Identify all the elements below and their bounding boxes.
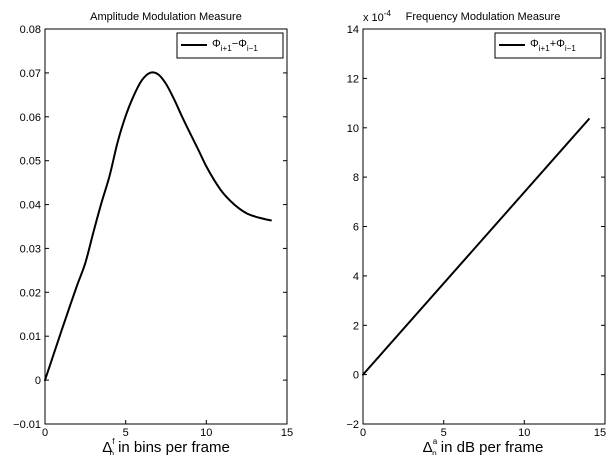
y-tick-label: 8	[353, 172, 359, 184]
y-tick-label: 0.01	[20, 331, 41, 343]
x-axis: 0 5 10 15	[42, 420, 293, 439]
plot-frame	[362, 28, 606, 425]
x-tick-label: 0	[360, 427, 366, 439]
x-tick-label: 10	[518, 427, 530, 439]
axis-multiplier: x 10-4	[363, 9, 391, 24]
x-axis-label: Δf p in bins per frame	[102, 437, 230, 455]
y-tick-label: 0.05	[20, 156, 41, 168]
y-tick-label: 14	[347, 24, 359, 36]
y-tick-label: 6	[353, 222, 359, 234]
y-tick-label: 2	[353, 320, 359, 332]
x-tick-label: 5	[441, 427, 447, 439]
x-axis-label: Δa p in dB per frame	[423, 437, 544, 455]
x-tick-label: 15	[594, 427, 606, 439]
y-tick-label: 0.06	[20, 112, 41, 124]
legend: Φi+1+Φi−1	[494, 32, 602, 59]
plot-frequency-modulation: Frequency Modulation Measure x 10-4 0 5 …	[346, 9, 606, 455]
y-tick-label: 0	[353, 370, 359, 382]
x-tick-label: 5	[123, 427, 129, 439]
chart-title: Amplitude Modulation Measure	[90, 11, 242, 23]
x-tick-label: 10	[200, 427, 212, 439]
series-line	[44, 71, 272, 382]
y-axis: −2 0 2 4 6 8 10 12 14	[346, 24, 605, 431]
y-tick-label: 0.03	[20, 243, 41, 255]
y-tick-label: −2	[346, 419, 359, 431]
y-axis: −0.01 0 0.01 0.02 0.03 0.04 0.05 0.06 0.…	[13, 24, 287, 431]
chart-title: Frequency Modulation Measure	[406, 11, 561, 23]
y-tick-label: −0.01	[13, 419, 41, 431]
y-tick-label: 0.02	[20, 287, 41, 299]
x-axis: 0 5 10 15	[360, 420, 606, 439]
y-tick-label: 10	[347, 123, 359, 135]
y-tick-label: 0.04	[20, 200, 41, 212]
y-tick-label: 0.07	[20, 68, 41, 80]
legend-label: Φi+1−Φi−1	[212, 38, 258, 53]
series-line	[362, 118, 590, 376]
legend-label: Φi+1+Φi−1	[530, 38, 576, 53]
x-tick-label: 15	[281, 427, 293, 439]
legend: Φi+1−Φi−1	[176, 32, 284, 59]
x-tick-label: 0	[42, 427, 48, 439]
plot-amplitude-modulation: Amplitude Modulation Measure 0 5 10 15	[13, 11, 293, 455]
plot-frame	[44, 28, 288, 425]
y-tick-label: 0	[35, 375, 41, 387]
y-tick-label: 4	[353, 271, 359, 283]
y-tick-label: 0.08	[20, 24, 41, 36]
y-tick-label: 12	[347, 73, 359, 85]
